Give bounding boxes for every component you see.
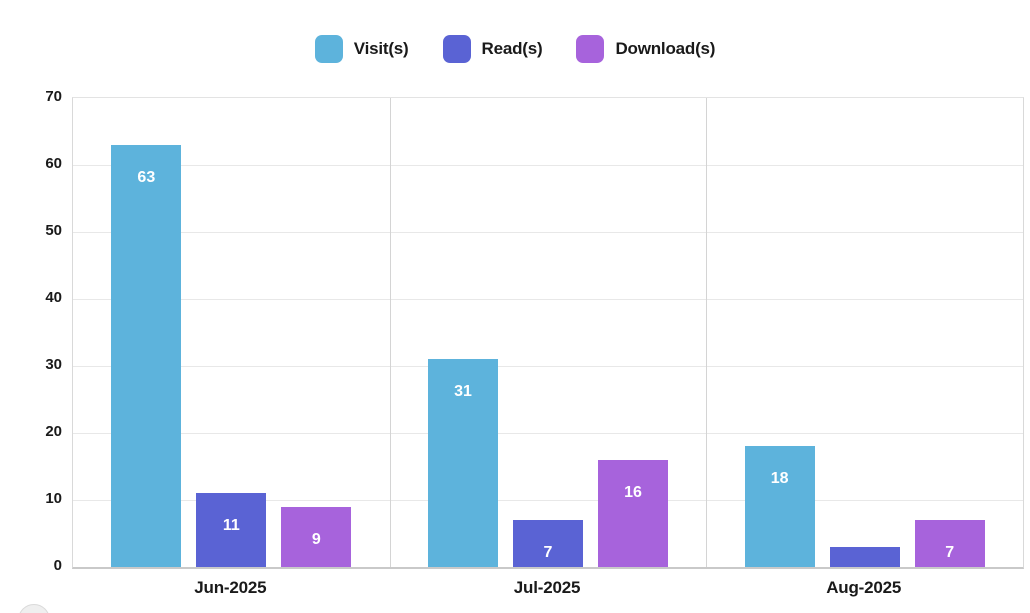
bar-group-jul-2025: 31 7 16 <box>390 98 707 567</box>
y-tick-label: 50 <box>45 222 62 239</box>
gridline-vertical <box>389 98 391 567</box>
gridline-horizontal <box>73 299 1023 300</box>
bar-value-label: 11 <box>222 517 240 535</box>
plot-area: 63 11 9 31 7 16 18 7 <box>72 97 1024 569</box>
bar-value-label: 7 <box>945 544 955 562</box>
bar-visits-jun-2025[interactable]: 63 <box>111 144 182 567</box>
bar-value-label: 16 <box>624 483 642 501</box>
bar-group-jun-2025: 63 11 9 <box>73 98 390 567</box>
legend-label: Visit(s) <box>353 39 409 58</box>
y-tick-label: 70 <box>45 88 62 105</box>
x-tick-label: Jul-2025 <box>513 578 581 597</box>
bar-group-aug-2025: 18 7 <box>706 98 1023 567</box>
bar-downloads-aug-2025[interactable]: 7 <box>914 520 985 567</box>
gridline-horizontal <box>73 232 1023 233</box>
bar-groups: 63 11 9 31 7 16 18 7 <box>73 98 1023 567</box>
bar-value-label: 31 <box>454 383 472 401</box>
bar-value-label: 18 <box>770 470 789 488</box>
bar-reads-jul-2025[interactable]: 7 <box>513 520 583 567</box>
x-tick-label: Aug-2025 <box>826 578 902 597</box>
gridline-vertical <box>706 98 708 567</box>
gridline-horizontal <box>73 500 1023 501</box>
legend-swatch-icon <box>442 35 471 63</box>
bar-value-label: 7 <box>543 544 553 562</box>
legend-item-downloads[interactable]: Download(s) <box>576 35 715 63</box>
bar-visits-jul-2025[interactable]: 31 <box>428 359 498 567</box>
gridline-horizontal <box>73 366 1023 367</box>
gridline-horizontal <box>73 433 1023 434</box>
bar-value-label: 9 <box>311 530 321 548</box>
bar-reads-jun-2025[interactable]: 11 <box>196 493 267 567</box>
y-tick-label: 10 <box>45 490 62 507</box>
bar-value-label: 63 <box>137 168 156 186</box>
bar-visits-aug-2025[interactable]: 18 <box>744 446 815 567</box>
gridline-horizontal <box>73 165 1023 166</box>
x-tick-label: Jun-2025 <box>194 578 267 597</box>
bar-downloads-jun-2025[interactable]: 9 <box>281 506 352 567</box>
y-axis: 0 10 20 30 40 50 60 70 <box>0 0 62 613</box>
y-tick-label: 0 <box>53 557 62 574</box>
x-axis: Jun-2025 Jul-2025 Aug-2025 <box>72 578 1022 598</box>
bar-reads-aug-2025[interactable] <box>829 546 900 567</box>
legend-item-visits[interactable]: Visit(s) <box>314 35 409 63</box>
y-tick-label: 40 <box>45 289 62 306</box>
y-tick-label: 30 <box>45 356 62 373</box>
legend-label: Download(s) <box>615 39 716 58</box>
chart-legend: Visit(s) Read(s) Download(s) <box>0 35 1030 63</box>
legend-swatch-icon <box>576 35 605 63</box>
legend-swatch-icon <box>314 35 343 63</box>
y-tick-label: 60 <box>45 155 62 172</box>
legend-label: Read(s) <box>481 39 543 58</box>
bar-downloads-jul-2025[interactable]: 16 <box>598 459 668 567</box>
y-tick-label: 20 <box>45 423 62 440</box>
legend-item-reads[interactable]: Read(s) <box>442 35 543 63</box>
